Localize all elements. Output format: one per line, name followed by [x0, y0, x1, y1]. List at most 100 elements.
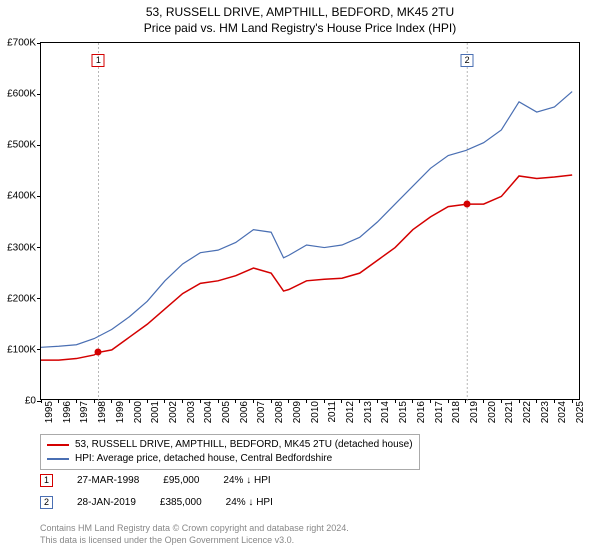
- x-axis-label: 2014: [380, 401, 391, 431]
- x-axis-label: 2008: [274, 401, 285, 431]
- x-tick: [430, 399, 431, 403]
- x-axis-label: 1999: [115, 401, 126, 431]
- x-tick: [395, 399, 396, 403]
- x-axis-label: 2017: [434, 401, 445, 431]
- x-tick: [111, 399, 112, 403]
- x-tick: [465, 399, 466, 403]
- x-axis-label: 1998: [97, 401, 108, 431]
- x-axis-label: 2015: [398, 401, 409, 431]
- x-axis-label: 2010: [310, 401, 321, 431]
- x-axis-label: 2002: [168, 401, 179, 431]
- copyright-line2: This data is licensed under the Open Gov…: [40, 534, 349, 546]
- x-axis-label: 1997: [79, 401, 90, 431]
- legend-row-1: 53, RUSSELL DRIVE, AMPTHILL, BEDFORD, MK…: [47, 438, 413, 452]
- y-tick: [37, 196, 41, 197]
- y-axis-label: £300K: [7, 242, 36, 253]
- x-axis-label: 2019: [469, 401, 480, 431]
- x-tick: [58, 399, 59, 403]
- x-tick: [200, 399, 201, 403]
- x-axis-label: 2000: [133, 401, 144, 431]
- x-tick: [359, 399, 360, 403]
- footnote-marker-1: 1: [40, 474, 53, 487]
- y-tick: [37, 349, 41, 350]
- x-axis-label: 2007: [256, 401, 267, 431]
- chart-area: £0£100K£200K£300K£400K£500K£600K£700K199…: [40, 42, 580, 400]
- chart-marker-box: 1: [92, 54, 105, 67]
- x-axis-label: 2006: [239, 401, 250, 431]
- sale-point-dot: [95, 349, 102, 356]
- footnote-change-2: 24% ↓ HPI: [226, 497, 273, 508]
- x-tick: [253, 399, 254, 403]
- legend-label-2: HPI: Average price, detached house, Cent…: [75, 452, 332, 466]
- y-tick: [37, 43, 41, 44]
- chart-marker-1: 1: [92, 52, 105, 70]
- x-tick: [129, 399, 130, 403]
- x-axis-label: 2005: [221, 401, 232, 431]
- footnote-price-2: £385,000: [160, 497, 202, 508]
- chart-plot: [41, 43, 581, 401]
- y-axis-label: £600K: [7, 89, 36, 100]
- legend-swatch-2: [47, 458, 69, 460]
- x-tick: [164, 399, 165, 403]
- page-title-line1: 53, RUSSELL DRIVE, AMPTHILL, BEDFORD, MK…: [0, 4, 600, 20]
- y-tick: [37, 94, 41, 95]
- x-tick: [147, 399, 148, 403]
- x-axis-label: 1996: [62, 401, 73, 431]
- series-price_paid: [41, 175, 572, 360]
- footnote-change-1: 24% ↓ HPI: [223, 475, 270, 486]
- footnote-price-1: £95,000: [163, 475, 199, 486]
- x-tick: [76, 399, 77, 403]
- y-axis-label: £100K: [7, 344, 36, 355]
- x-tick: [483, 399, 484, 403]
- x-tick: [448, 399, 449, 403]
- footnote-row-1: 1 27-MAR-1998 £95,000 24% ↓ HPI: [40, 474, 271, 487]
- page-title-line2: Price paid vs. HM Land Registry's House …: [0, 20, 600, 36]
- y-axis-label: £700K: [7, 38, 36, 49]
- x-tick: [306, 399, 307, 403]
- x-tick: [182, 399, 183, 403]
- x-axis-label: 2016: [416, 401, 427, 431]
- x-axis-label: 2012: [345, 401, 356, 431]
- x-tick: [94, 399, 95, 403]
- legend-label-1: 53, RUSSELL DRIVE, AMPTHILL, BEDFORD, MK…: [75, 438, 413, 452]
- footnote-date-2: 28-JAN-2019: [77, 497, 136, 508]
- y-tick: [37, 145, 41, 146]
- chart-marker-2: 2: [461, 52, 474, 70]
- x-tick: [519, 399, 520, 403]
- x-tick: [341, 399, 342, 403]
- x-axis-label: 2004: [203, 401, 214, 431]
- x-axis-label: 1995: [44, 401, 55, 431]
- x-axis-label: 2023: [540, 401, 551, 431]
- x-tick: [288, 399, 289, 403]
- legend-swatch-1: [47, 444, 69, 446]
- x-tick: [412, 399, 413, 403]
- y-axis-label: £500K: [7, 140, 36, 151]
- x-tick: [271, 399, 272, 403]
- legend-box: 53, RUSSELL DRIVE, AMPTHILL, BEDFORD, MK…: [40, 434, 420, 470]
- x-axis-label: 2025: [575, 401, 586, 431]
- x-tick: [377, 399, 378, 403]
- y-tick: [37, 298, 41, 299]
- x-axis-label: 2020: [487, 401, 498, 431]
- x-axis-label: 2022: [522, 401, 533, 431]
- x-axis-label: 2021: [504, 401, 515, 431]
- x-tick: [536, 399, 537, 403]
- x-axis-label: 2011: [327, 401, 338, 431]
- x-axis-label: 2003: [186, 401, 197, 431]
- y-axis-label: £400K: [7, 191, 36, 202]
- chart-marker-box: 2: [461, 54, 474, 67]
- x-tick: [41, 399, 42, 403]
- x-axis-label: 2013: [363, 401, 374, 431]
- x-axis-label: 2009: [292, 401, 303, 431]
- x-tick: [235, 399, 236, 403]
- x-tick: [554, 399, 555, 403]
- x-tick: [324, 399, 325, 403]
- y-tick: [37, 247, 41, 248]
- y-axis-label: £0: [25, 396, 36, 407]
- sale-point-dot: [464, 201, 471, 208]
- x-tick: [501, 399, 502, 403]
- x-axis-label: 2018: [451, 401, 462, 431]
- footnote-row-2: 2 28-JAN-2019 £385,000 24% ↓ HPI: [40, 496, 273, 509]
- x-tick: [572, 399, 573, 403]
- y-axis-label: £200K: [7, 293, 36, 304]
